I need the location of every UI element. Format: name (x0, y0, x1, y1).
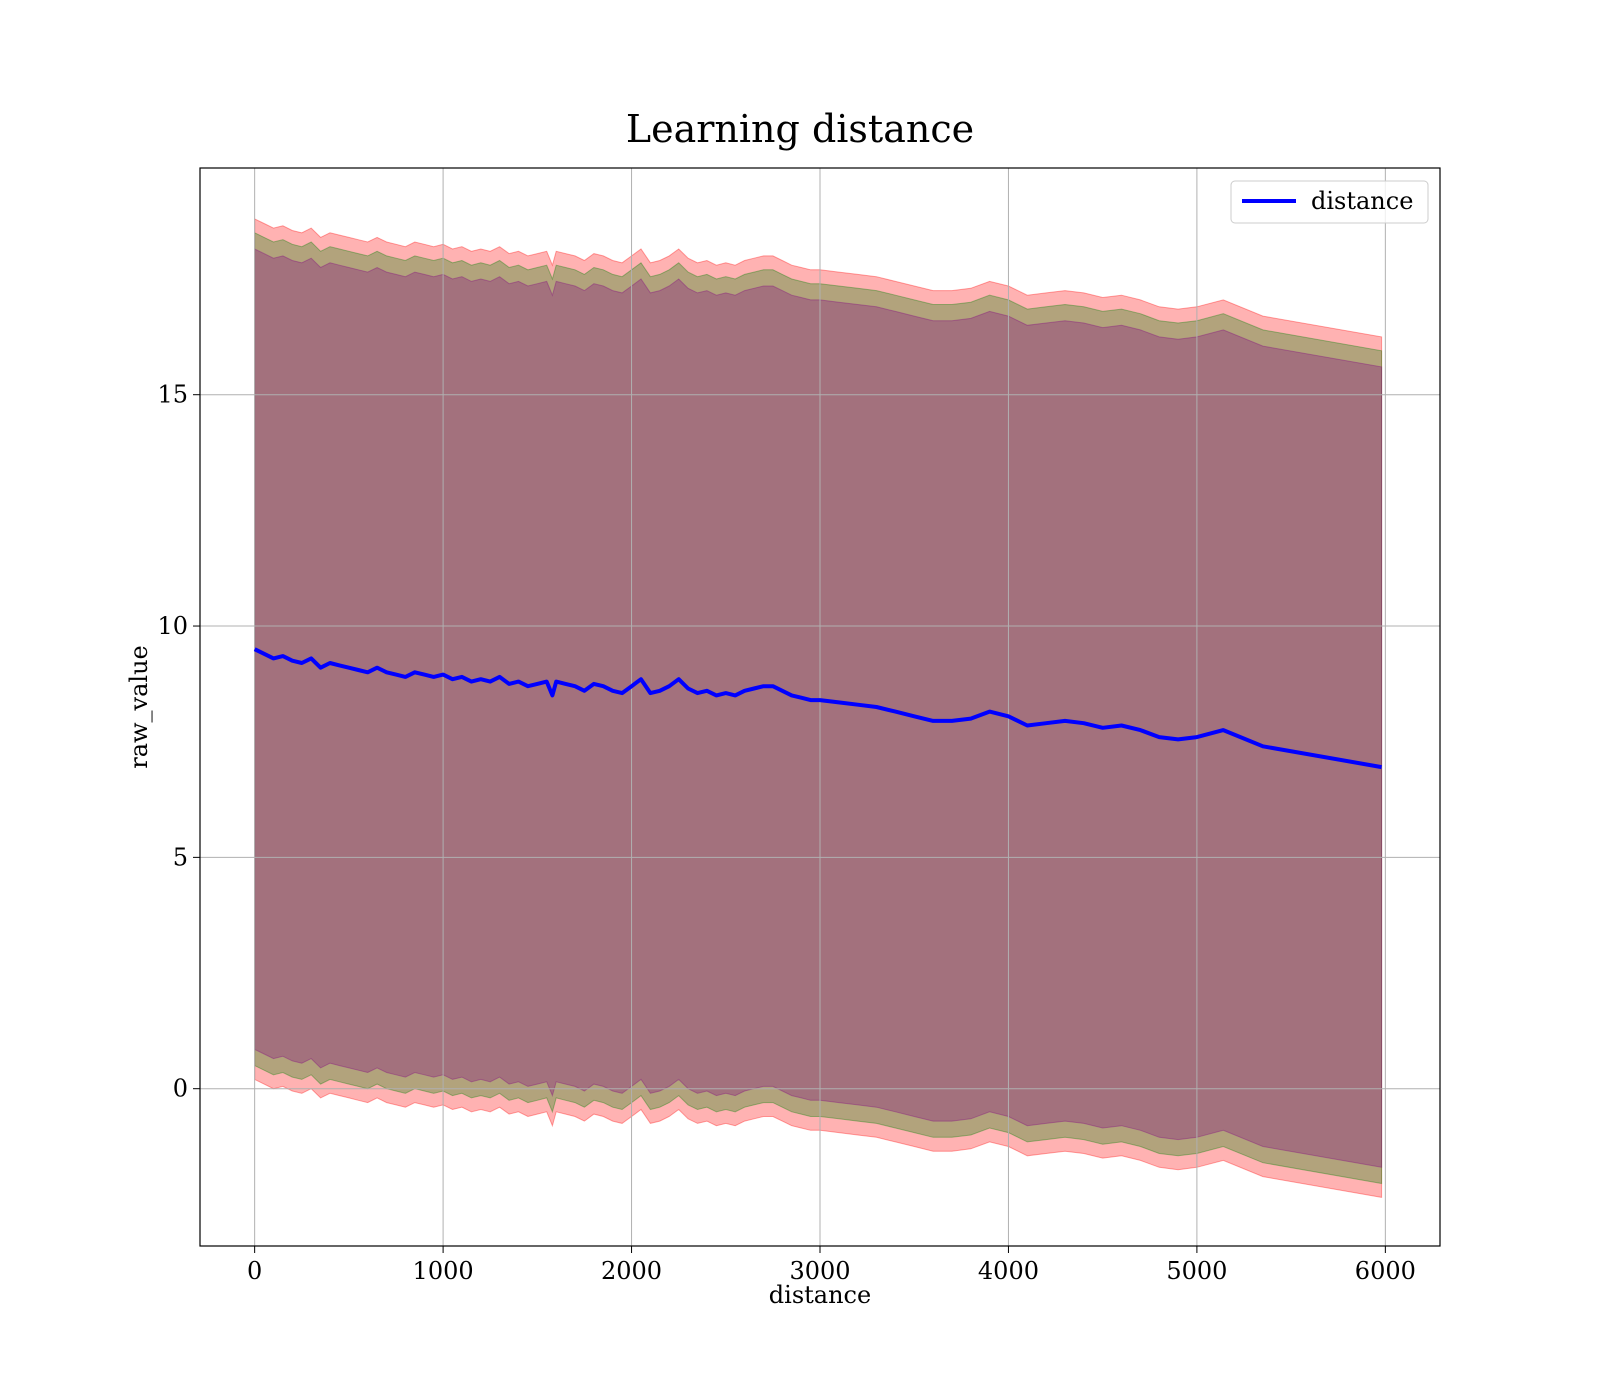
confidence-bands (254, 218, 1383, 1198)
band-outer (254, 218, 1383, 1198)
y-axis-ticks: 0 5 10 15 (157, 381, 200, 1103)
x-tick-label-1: 1000 (413, 1257, 474, 1285)
y-tick-label-1: 5 (173, 843, 188, 871)
x-axis-ticks: 0 1000 2000 3000 4000 5000 6000 (247, 1246, 1416, 1285)
chart-title: Learning distance (626, 107, 974, 151)
band-middle (254, 231, 1383, 1185)
grid-lines (200, 168, 1440, 1246)
series-line-distance (253, 647, 1382, 770)
x-tick-label-6: 6000 (1355, 1257, 1416, 1285)
x-tick-label-2: 2000 (601, 1257, 662, 1285)
x-tick-label-4: 4000 (978, 1257, 1039, 1285)
x-tick-label-3: 3000 (789, 1257, 850, 1285)
y-tick-label-3: 15 (157, 381, 188, 409)
legend-box (1230, 180, 1429, 224)
x-axis-label: distance (769, 1281, 871, 1309)
legend: distance (1230, 180, 1429, 224)
y-tick-label-0: 0 (173, 1075, 188, 1103)
band-inner (254, 248, 1383, 1168)
x-tick-label-0: 0 (247, 1257, 262, 1285)
x-tick-label-5: 5000 (1166, 1257, 1227, 1285)
series-lines (253, 647, 1382, 770)
y-axis-label: raw_value (125, 645, 153, 769)
y-tick-label-2: 10 (157, 612, 188, 640)
legend-label-distance: distance (1311, 187, 1413, 215)
